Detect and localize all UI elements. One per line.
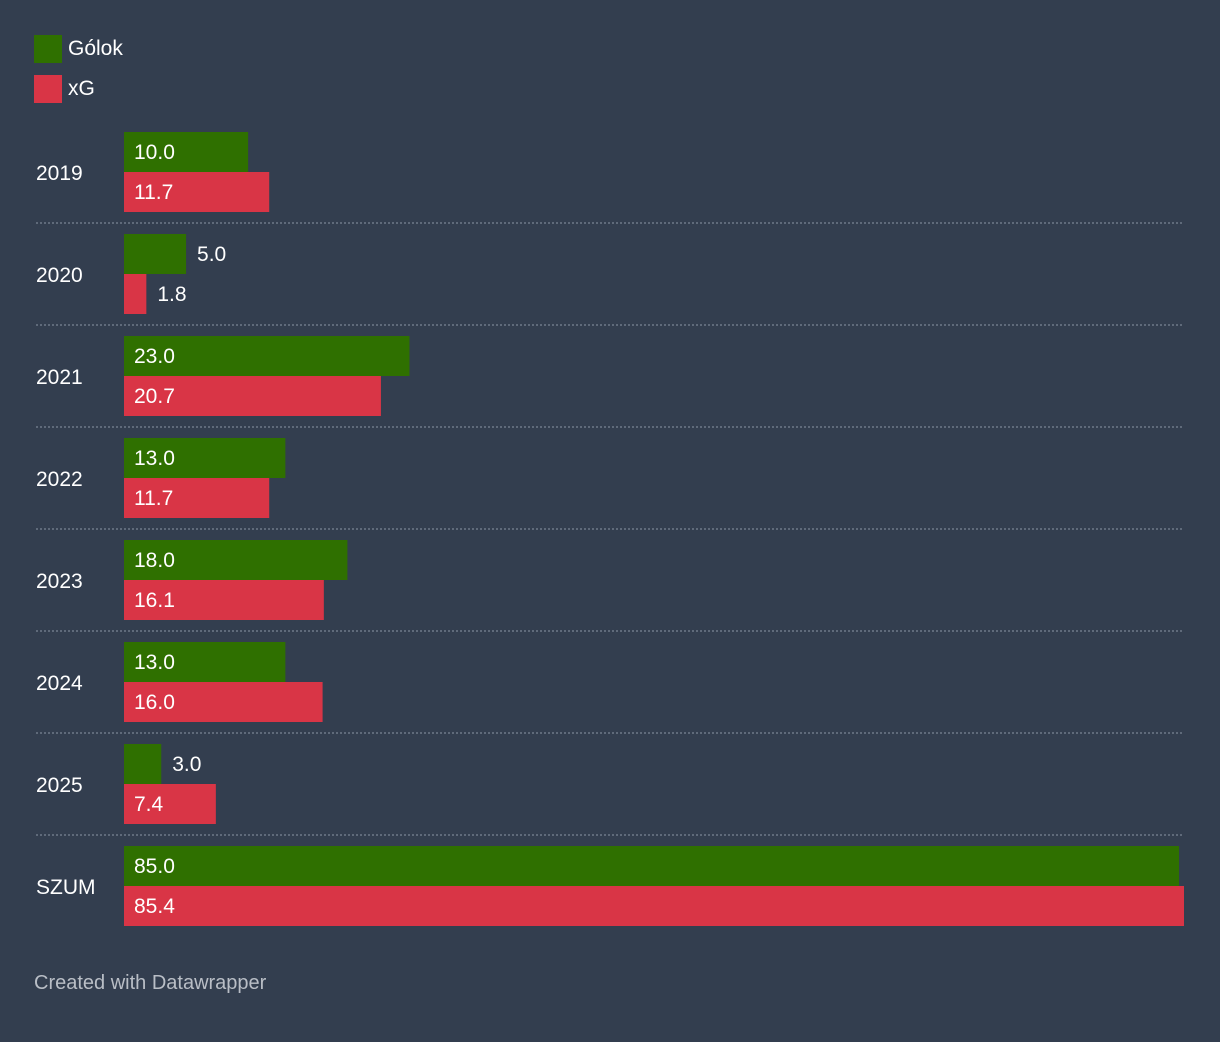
bar-g-lok-2024 [124, 642, 286, 682]
bar-xg-2022 [124, 478, 270, 518]
value-label-g-lok-2023: 18.0 [134, 549, 175, 572]
category-label-2023: 2023 [36, 570, 83, 593]
bar-g-lok-2025 [124, 744, 162, 784]
value-label-xg-2020: 1.8 [157, 283, 186, 306]
value-label-xg-2022: 11.7 [134, 487, 173, 510]
category-label-2020: 2020 [36, 264, 83, 287]
bar-xg-szum [124, 886, 1184, 926]
category-label-2025: 2025 [36, 774, 83, 797]
value-label-xg-2024: 16.0 [134, 691, 175, 714]
bar-g-lok-2021 [124, 336, 410, 376]
legend-item-xg: xG [34, 74, 123, 104]
value-label-g-lok-2020: 5.0 [197, 243, 226, 266]
bar-g-lok-2022 [124, 438, 286, 478]
bar-xg-2023 [124, 580, 324, 620]
value-label-g-lok-2024: 13.0 [134, 651, 175, 674]
bar-xg-2019 [124, 172, 270, 212]
datawrapper-credit: Created with Datawrapper [34, 972, 267, 994]
category-label-szum: SZUM [36, 876, 96, 899]
value-label-g-lok-szum: 85.0 [134, 855, 175, 878]
bar-xg-2025 [124, 784, 216, 824]
legend-label-golok: Gólok [68, 37, 123, 60]
value-label-xg-szum: 85.4 [134, 895, 175, 918]
legend-swatch-golok [34, 35, 62, 63]
legend-label-xg: xG [68, 77, 95, 100]
legend: Gólok xG [34, 34, 123, 114]
category-label-2022: 2022 [36, 468, 83, 491]
legend-item-golok: Gólok [34, 34, 123, 64]
category-label-2024: 2024 [36, 672, 83, 695]
bar-g-lok-szum [124, 846, 1180, 886]
bar-xg-2024 [124, 682, 323, 722]
bar-g-lok-2020 [124, 234, 187, 274]
value-label-xg-2023: 16.1 [134, 589, 175, 612]
value-label-g-lok-2019: 10.0 [134, 141, 175, 164]
bar-g-lok-2019 [124, 132, 249, 172]
category-label-2019: 2019 [36, 162, 83, 185]
value-label-g-lok-2021: 23.0 [134, 345, 175, 368]
value-label-xg-2021: 20.7 [134, 385, 175, 408]
value-label-xg-2019: 11.7 [134, 181, 173, 204]
legend-swatch-xg [34, 75, 62, 103]
bar-xg-2021 [124, 376, 381, 416]
category-label-2021: 2021 [36, 366, 83, 389]
value-label-xg-2025: 7.4 [134, 793, 164, 816]
bar-g-lok-2023 [124, 540, 348, 580]
bar-xg-2020 [124, 274, 147, 314]
value-label-g-lok-2022: 13.0 [134, 447, 175, 470]
value-label-g-lok-2025: 3.0 [172, 753, 201, 776]
